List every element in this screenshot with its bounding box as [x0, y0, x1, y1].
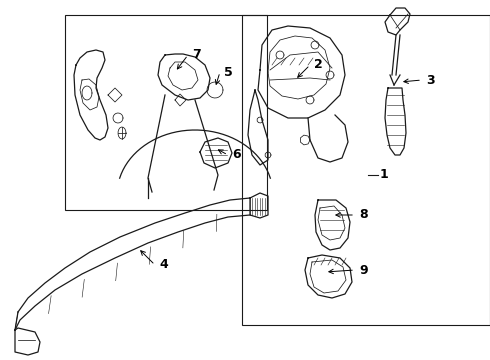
Text: 8: 8 — [359, 208, 368, 221]
Text: 7: 7 — [192, 49, 201, 62]
Text: 3: 3 — [426, 73, 435, 86]
Text: 1: 1 — [380, 168, 389, 181]
Bar — [242, 15, 490, 325]
Bar — [65, 15, 267, 210]
Text: 2: 2 — [314, 58, 323, 72]
Text: 5: 5 — [224, 66, 233, 78]
Text: 9: 9 — [359, 264, 368, 276]
Text: 6: 6 — [232, 148, 241, 162]
Text: 4: 4 — [159, 258, 168, 271]
